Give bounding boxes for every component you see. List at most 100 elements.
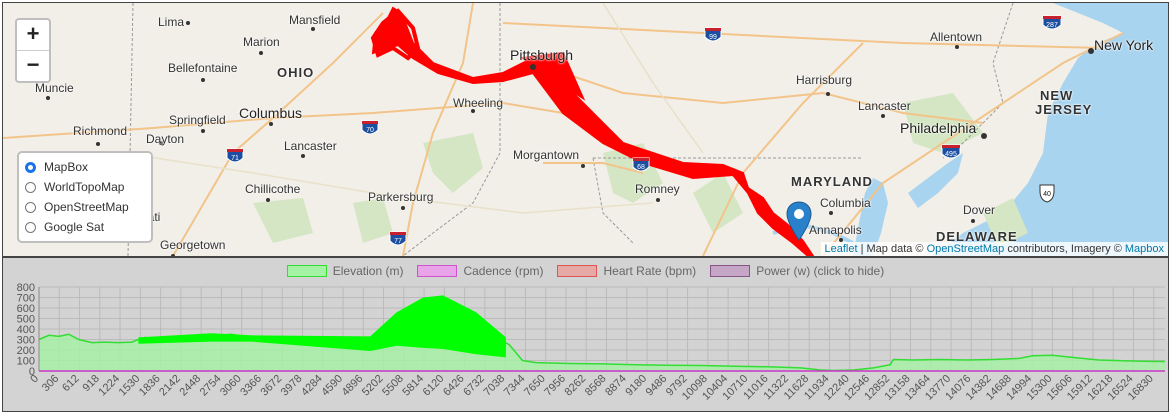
x-tick-label: 7344 [502, 373, 528, 399]
label-muncie: Muncie [35, 81, 74, 95]
y-tick-label: 400 [17, 324, 35, 336]
road-us22 [602, 3, 704, 154]
legend-heart-rate[interactable]: Heart Rate (bpm) [557, 264, 696, 278]
x-tick-label: 4590 [319, 373, 345, 399]
y-tick-label: 100 [17, 356, 35, 368]
label-lancaster-pa: Lancaster [858, 99, 911, 113]
label-marion: Marion [243, 35, 280, 49]
x-tick-label: 5202 [360, 373, 386, 399]
x-tick-label: 3978 [279, 373, 305, 399]
label-lima: Lima [158, 15, 185, 29]
y-tick-label: 800 [17, 282, 35, 294]
label-harrisburg: Harrisburg [796, 73, 853, 87]
map-attribution: Leaflet | Map data © OpenStreetMap contr… [820, 242, 1168, 256]
route-track [370, 6, 815, 256]
x-tick-label: 5508 [380, 373, 406, 399]
x-tick-label: 1224 [96, 373, 122, 399]
map-view[interactable]: Lima Mansfield Marion Bellefontaine OHIO… [2, 2, 1169, 257]
svg-text:40: 40 [1043, 191, 1051, 198]
leaflet-link[interactable]: Leaflet [824, 243, 858, 255]
radio-icon[interactable] [25, 161, 36, 173]
attribution-text: contributors, Imagery © [1004, 243, 1125, 255]
legend-cadence[interactable]: Cadence (rpm) [417, 264, 543, 278]
legend-swatch [557, 265, 598, 277]
legend-swatch [710, 265, 751, 277]
chesapeake-bay [853, 178, 888, 256]
x-tick-label: 5814 [400, 373, 426, 399]
y-tick-label: 200 [17, 345, 35, 357]
road-i76 [532, 62, 984, 124]
park-5 [353, 198, 393, 243]
park-3 [693, 173, 743, 233]
legend-power[interactable]: Power (w) (click to hide) [710, 264, 884, 278]
road-i77 [402, 3, 474, 256]
label-philadelphia: Philadelphia [900, 120, 977, 136]
map-marker-icon[interactable] [786, 201, 812, 241]
label-dayton: Dayton [146, 132, 185, 146]
y-tick-label: 700 [17, 293, 35, 305]
zoom-control: + − [15, 18, 51, 83]
osm-link[interactable]: OpenStreetMap [926, 243, 1005, 255]
zoom-out-button[interactable]: − [17, 50, 49, 81]
svg-text:71: 71 [231, 155, 239, 162]
label-columbus: Columbus [239, 105, 303, 121]
y-tick-label: 300 [17, 335, 35, 347]
map-basemap [3, 3, 1168, 256]
shield-i495-icon: 495 [941, 144, 961, 159]
road-i81 [702, 42, 864, 256]
x-tick-label: 2448 [177, 373, 203, 399]
x-tick-label: 8262 [563, 373, 589, 399]
attribution-text: | Map data © [857, 243, 927, 255]
label-wheeling: Wheeling [453, 96, 504, 110]
x-tick-label: 4284 [299, 373, 325, 399]
radio-icon[interactable] [25, 181, 36, 193]
layer-option-worldtopomap[interactable]: WorldTopoMap [25, 177, 151, 197]
shield-i287-icon: 287 [1042, 15, 1062, 30]
delaware-bay [908, 153, 963, 208]
park-7 [983, 198, 1028, 248]
park-1 [423, 133, 483, 193]
radio-icon[interactable] [25, 221, 36, 233]
x-tick-label: 3060 [218, 373, 244, 399]
zoom-in-button[interactable]: + [26, 21, 40, 46]
legend-swatch [286, 265, 327, 277]
road-i70 [3, 101, 564, 139]
label-delaware: DELAWARE [936, 229, 1018, 244]
shield-us40-icon: 40 [1039, 184, 1055, 203]
legend-label: Elevation (m) [332, 264, 404, 278]
svg-text:70: 70 [366, 127, 374, 134]
legend-swatch [417, 265, 458, 277]
svg-text:68: 68 [637, 164, 645, 171]
label-pittsburgh: Pittsburgh [510, 47, 574, 63]
x-tick-label: 7650 [522, 373, 548, 399]
layer-option-mapbox[interactable]: MapBox [25, 157, 151, 177]
mapbox-link[interactable]: Mapbox [1124, 243, 1164, 255]
road-i95 [822, 32, 1124, 256]
svg-text:99: 99 [709, 34, 717, 41]
x-tick-label: 1836 [137, 373, 163, 399]
state-border-pa-nj [942, 3, 1014, 159]
label-dover: Dover [963, 203, 996, 217]
label-maryland: MARYLAND [791, 174, 873, 189]
x-tick-label: 9180 [623, 373, 649, 399]
radio-icon[interactable] [25, 201, 36, 213]
layer-option-google-sat[interactable]: Google Sat [25, 217, 151, 237]
label-parkersburg: Parkersburg [368, 190, 434, 204]
shield-i70-icon: 70 [361, 120, 379, 135]
y-tick-label: 600 [17, 303, 35, 315]
legend-elevation[interactable]: Elevation (m) [286, 264, 404, 278]
label-new-york: New York [1094, 37, 1154, 53]
shield-i68-icon: 68 [632, 157, 650, 172]
road-i71 [172, 12, 384, 256]
layer-option-openstreetmap[interactable]: OpenStreetMap [25, 197, 151, 217]
label-morgantown: Morgantown [513, 148, 580, 162]
layer-label: WorldTopoMap [44, 180, 125, 194]
layers-control: MapBox WorldTopoMap OpenStreetMap Google… [17, 151, 153, 243]
label-annapolis: Annapolis [809, 223, 862, 237]
svg-text:77: 77 [394, 238, 402, 245]
park-6 [903, 93, 983, 153]
y-tick-label: 0 [29, 366, 35, 378]
shield-i71-icon: 71 [226, 148, 244, 163]
label-bellefontaine: Bellefontaine [168, 61, 238, 75]
chart-plot: 0100200300400500600700800030661291812241… [17, 282, 1166, 403]
